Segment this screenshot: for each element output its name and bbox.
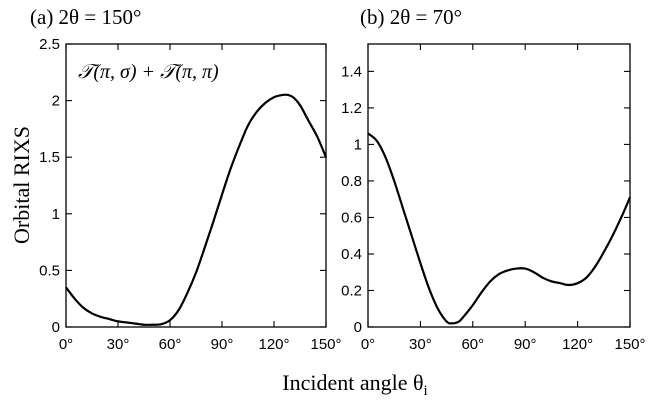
panel-a-y-tick-label: 0 <box>52 319 60 336</box>
panel-a-frame <box>65 43 327 328</box>
y-axis-label: Orbital RIXS <box>9 126 34 244</box>
panel-b-x-tick-label: 90° <box>514 336 537 353</box>
panel-b-y-tick-label: 0.2 <box>341 282 362 299</box>
panel-b: 0° 30° 60° 90° 120° 150° 0 0.2 0.4 0.6 0.8 1 1.2 1.4 <box>341 43 646 353</box>
panel-a-y-tick-label: 2.5 <box>39 36 60 53</box>
panel-b-y-tick-label: 1.4 <box>341 63 362 80</box>
panel-b-y-tick-label: 0.6 <box>341 209 362 226</box>
panel-a-ticks: 0° 30° 60° 90° 120° 150° 0 0.5 1 1.5 2 2.5 <box>39 36 341 353</box>
panel-b-title: (b) 2θ = 70° <box>360 5 462 29</box>
x-axis-label-main: Incident angle θ <box>282 370 423 395</box>
panel-a-y-tick-label: 2 <box>52 93 60 110</box>
panel-a-x-tick-label: 90° <box>211 336 234 353</box>
panel-b-y-tick-label: 0 <box>354 319 362 336</box>
panel-a: 0° 30° 60° 90° 120° 150° 0 0.5 1 1.5 2 2.5 𝒯(π, σ) … <box>39 36 341 353</box>
panel-b-y-tick-label: 1 <box>354 136 362 153</box>
panel-a-y-tick-label: 1.5 <box>39 149 60 166</box>
panel-a-y-tick-label: 1 <box>52 206 60 223</box>
panel-b-frame <box>367 43 631 328</box>
panel-a-x-tick-label: 120° <box>258 336 289 353</box>
panel-b-y-tick-label: 0.4 <box>341 246 362 263</box>
panel-a-x-tick-label: 0° <box>59 336 73 353</box>
panel-b-x-tick-label: 120° <box>562 336 593 353</box>
panel-b-x-tick-label: 150° <box>614 336 645 353</box>
panel-a-title: (a) 2θ = 150° <box>30 5 141 29</box>
panel-b-series-line <box>367 132 632 325</box>
x-axis-label-subscript: i <box>424 383 428 399</box>
panel-a-y-tick-label: 0.5 <box>39 262 60 279</box>
panel-a-x-tick-label: 60° <box>159 336 182 353</box>
panel-b-x-tick-label: 60° <box>461 336 484 353</box>
panel-b-x-tick-label: 0° <box>361 336 375 353</box>
panel-b-ticks: 0° 30° 60° 90° 120° 150° 0 0.2 0.4 0.6 0.8 1 1.2 1.4 <box>341 44 646 353</box>
panel-a-annotation: 𝒯(π, σ) + 𝒯(π, π) <box>78 61 219 83</box>
panel-b-y-tick-label: 1.2 <box>341 100 362 117</box>
panel-b-x-tick-label: 30° <box>409 336 432 353</box>
panel-a-x-tick-label: 30° <box>107 336 130 353</box>
panel-a-x-tick-label: 150° <box>310 336 341 353</box>
panel-a-series-line <box>65 93 328 326</box>
x-axis-label: Incident angle θi <box>282 370 427 399</box>
panel-b-y-tick-label: 0.8 <box>341 173 362 190</box>
